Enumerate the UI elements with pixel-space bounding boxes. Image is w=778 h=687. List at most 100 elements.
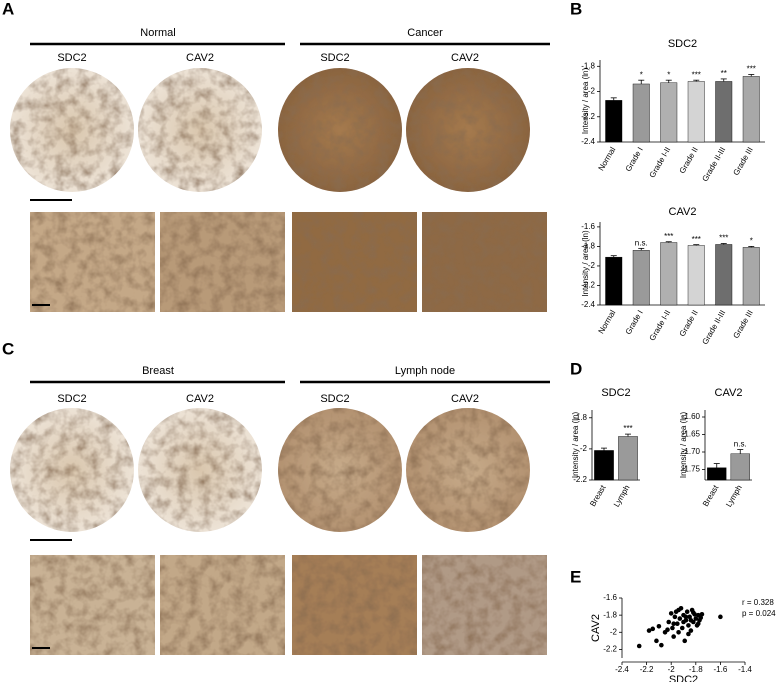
bar (618, 436, 638, 481)
point (676, 607, 681, 613)
y-tick-label: -1.8 (573, 413, 587, 422)
y-tick-label: -1.70 (682, 447, 701, 456)
x-tick-label: Grade I-II (648, 146, 673, 180)
tissue-core (138, 408, 262, 532)
y-tick-label: -1.8 (581, 61, 595, 70)
micrographs (10, 68, 547, 312)
y-tick-label: -2 (610, 627, 618, 636)
tissue-detail (292, 555, 417, 655)
tissue-detail (422, 555, 547, 655)
y-tick-label: -2.2 (581, 112, 595, 121)
x-tick-label: Grade I (624, 309, 645, 337)
point (699, 611, 705, 617)
x-tick-label: -2 (668, 665, 676, 674)
column-title: SDC2 (320, 52, 349, 64)
point (677, 616, 683, 621)
point (688, 617, 694, 623)
significance: * (750, 237, 753, 246)
micrographs (10, 408, 547, 655)
point (681, 619, 686, 625)
panel-label: D (570, 359, 582, 378)
y-axis-label: CAV2 (590, 614, 602, 642)
x-tick-label: Breast (588, 483, 608, 508)
bar (632, 250, 650, 306)
significance: *** (692, 70, 701, 79)
x-tick-label: Normal (597, 308, 618, 335)
significance: n.s. (635, 238, 648, 247)
panel-label: C (2, 339, 14, 358)
point (646, 628, 652, 633)
point (686, 623, 691, 628)
x-tick-label: Grade II-III (700, 146, 727, 184)
x-tick-label: Grade I (624, 146, 645, 174)
x-tick-label: Breast (701, 483, 721, 508)
point (718, 614, 723, 620)
x-tick-label: Grade III (731, 146, 754, 177)
y-axis-label: Intensity / area (ln) (679, 412, 688, 479)
y-tick-label: -2 (588, 261, 596, 270)
group-title: Breast (142, 365, 174, 377)
bar (742, 247, 760, 306)
significance: n.s. (734, 440, 747, 449)
point (654, 638, 659, 644)
point (650, 626, 656, 632)
bar (660, 242, 678, 306)
point (670, 625, 675, 631)
y-tick-label: -1.6 (581, 222, 595, 231)
bar (632, 83, 650, 143)
y-tick-label: -1.8 (603, 610, 617, 619)
point (659, 642, 664, 648)
y-tick-label: -2.2 (573, 475, 587, 484)
point (691, 610, 696, 615)
bar (660, 82, 678, 143)
group-title: Normal (140, 27, 175, 39)
significance: ** (721, 69, 727, 78)
y-tick-label: -1.6 (603, 593, 617, 602)
point (683, 614, 689, 620)
tissue-detail (160, 212, 285, 312)
point (665, 627, 670, 633)
significance: * (667, 70, 670, 79)
column-title: SDC2 (57, 52, 86, 64)
point (686, 631, 691, 637)
annotation: p = 0.024 (742, 609, 776, 618)
column-title: CAV2 (451, 52, 479, 64)
bar (730, 453, 750, 481)
x-tick-label: -2.4 (615, 665, 629, 674)
point (672, 614, 678, 620)
tissue-core (138, 68, 262, 192)
significance: * (640, 70, 643, 79)
column-title: CAV2 (186, 52, 214, 64)
point (695, 621, 701, 627)
x-tick-label: -2.2 (640, 665, 654, 674)
bar (687, 81, 705, 143)
point (688, 628, 694, 633)
tissue-core (10, 408, 134, 532)
panel-label: E (570, 567, 581, 586)
y-tick-label: -2 (580, 444, 588, 453)
tissue-detail (422, 212, 547, 312)
group-title: Cancer (407, 27, 443, 39)
y-tick-label: -2 (588, 87, 596, 96)
bar (605, 256, 623, 306)
significance: *** (692, 235, 701, 244)
y-tick-label: -1.65 (682, 430, 701, 439)
chart-title: SDC2 (668, 38, 697, 50)
point (682, 638, 688, 644)
y-tick-label: -2.4 (581, 300, 595, 309)
y-axis-label: Intensity / area (ln) (581, 68, 590, 135)
point (636, 643, 642, 649)
point (675, 621, 680, 627)
tissue-core (278, 68, 402, 192)
y-tick-label: -1.75 (682, 465, 701, 474)
x-tick-label: Grade I-II (648, 309, 673, 343)
chart-title: SDC2 (601, 387, 630, 399)
tissue-core (10, 68, 134, 192)
tissue-detail (160, 555, 285, 655)
column-title: SDC2 (320, 393, 349, 405)
point (671, 621, 676, 627)
tissue-detail (30, 555, 155, 655)
point (671, 634, 676, 639)
column-title: SDC2 (57, 393, 86, 405)
